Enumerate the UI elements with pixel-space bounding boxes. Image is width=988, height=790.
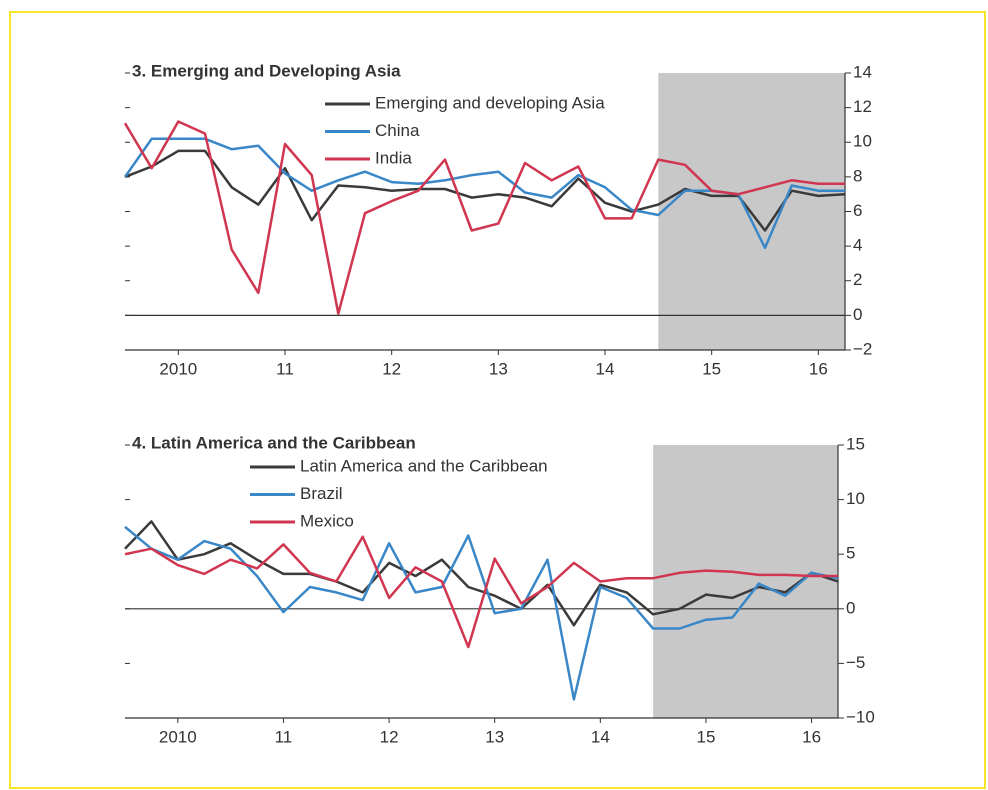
series-line (123, 120, 845, 315)
x-tick-label: 16 (809, 359, 828, 378)
series-line (124, 535, 838, 649)
x-tick-label: 16 (802, 727, 821, 746)
y-tick-label: 4 (853, 236, 862, 255)
y-tick-label: −10 (846, 707, 875, 726)
projection-shade (653, 445, 838, 718)
x-tick-label: 11 (275, 727, 293, 746)
chart-title: 3. Emerging and Developing Asia (132, 61, 401, 80)
frame (9, 11, 986, 789)
y-tick-label: 12 (853, 97, 872, 116)
legend-label: Brazil (300, 484, 343, 503)
legend-label: Mexico (300, 511, 354, 530)
chart-title: 4. Latin America and the Caribbean (132, 433, 416, 452)
x-tick-label: 2010 (159, 727, 197, 746)
y-tick-label: 10 (853, 132, 872, 151)
x-tick-label: 13 (489, 359, 508, 378)
x-tick-label: 15 (697, 727, 716, 746)
x-tick-label: 14 (596, 359, 615, 378)
y-tick-label: 14 (853, 62, 872, 81)
series-line (124, 525, 839, 701)
y-tick-label: −2 (853, 339, 872, 358)
series-line (124, 149, 846, 232)
y-tick-label: 0 (846, 598, 855, 617)
legend-label: Emerging and developing Asia (375, 93, 605, 112)
x-tick-label: 2010 (159, 359, 197, 378)
legend-label: Latin America and the Caribbean (300, 456, 548, 475)
y-tick-label: 8 (853, 166, 862, 185)
y-tick-label: 10 (846, 489, 865, 508)
y-tick-label: 6 (853, 201, 862, 220)
y-tick-label: 15 (846, 434, 865, 453)
series-line (124, 520, 839, 627)
legend-label: China (375, 121, 420, 140)
x-tick-label: 12 (382, 359, 401, 378)
x-tick-label: 14 (591, 727, 610, 746)
y-tick-label: 2 (853, 270, 862, 289)
x-tick-label: 13 (485, 727, 504, 746)
legend-label: India (375, 148, 412, 167)
y-tick-label: 5 (846, 544, 855, 563)
x-tick-label: 11 (276, 359, 294, 378)
x-tick-label: 15 (702, 359, 721, 378)
y-tick-label: −5 (846, 653, 865, 672)
y-tick-label: 0 (853, 305, 862, 324)
x-tick-label: 12 (380, 727, 399, 746)
